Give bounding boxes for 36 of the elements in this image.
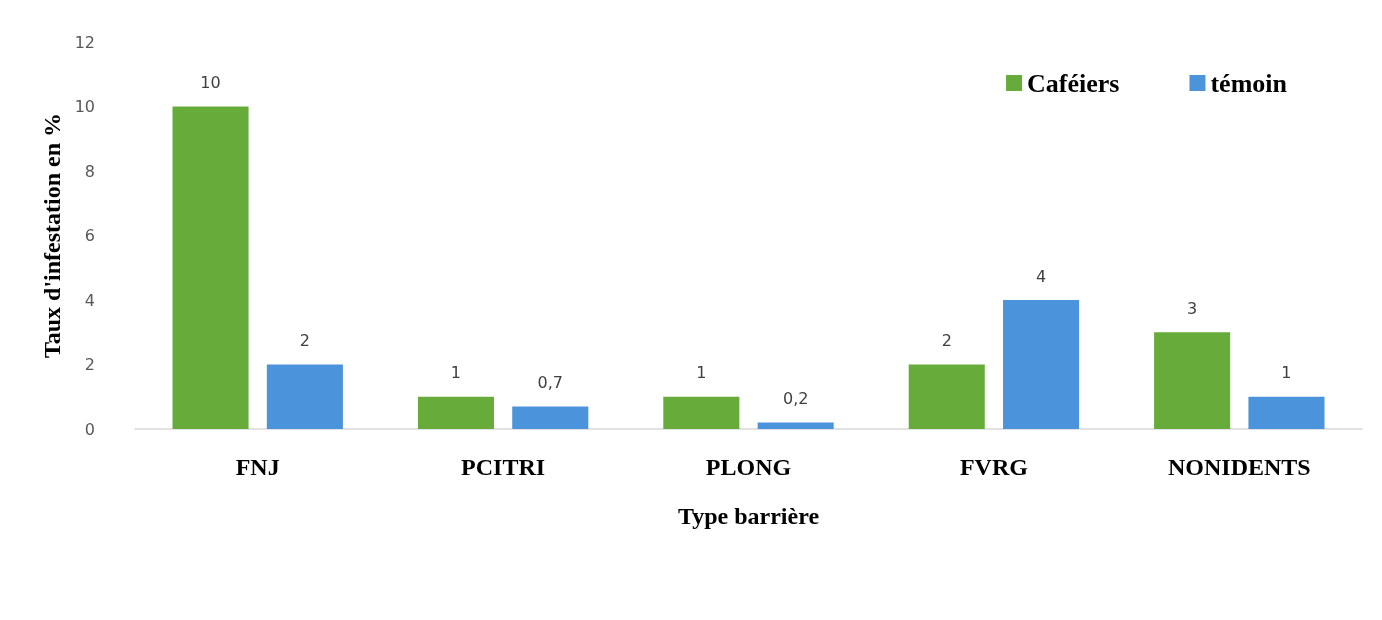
- y-tick-label: 10: [74, 97, 95, 116]
- data-label: 0,7: [537, 372, 563, 392]
- y-tick-label: 6: [84, 226, 95, 245]
- legend-label: témoin: [1210, 68, 1288, 98]
- data-label: 10: [200, 73, 221, 92]
- y-tick-label: 0: [84, 419, 95, 439]
- x-axis-title: Type barrière: [677, 503, 820, 529]
- x-tick-label: FVRG: [959, 454, 1029, 480]
- data-label: 2: [941, 331, 952, 350]
- x-tick-label: NONIDENTS: [1167, 454, 1311, 480]
- y-tick-label: 8: [84, 161, 95, 181]
- y-tick-label: 4: [84, 290, 95, 310]
- bar: [908, 364, 985, 429]
- bar: [512, 406, 589, 429]
- data-label: 0,2: [782, 389, 809, 409]
- data-label: 1: [450, 363, 462, 383]
- data-label: 1: [1281, 363, 1292, 383]
- legend-label: Caféiers: [1027, 68, 1120, 98]
- bar: [1248, 396, 1325, 429]
- bar: [1003, 300, 1080, 429]
- bar: [266, 364, 343, 429]
- bar: [172, 106, 249, 429]
- data-label: 1: [696, 363, 707, 383]
- bar: [1154, 332, 1231, 429]
- y-tick-label: 12: [74, 32, 95, 52]
- bar: [663, 396, 740, 429]
- y-axis-title: Taux d'infestation en %: [38, 112, 65, 359]
- bar: [417, 396, 494, 429]
- data-label: 4: [1035, 266, 1047, 286]
- data-label: 2: [299, 331, 310, 350]
- x-tick-label: PLONG: [705, 454, 792, 480]
- x-tick-label: PCITRI: [461, 454, 546, 480]
- data-label: 3: [1187, 298, 1198, 318]
- y-tick-label: 2: [84, 355, 95, 374]
- x-tick-label: FNJ: [235, 454, 280, 480]
- bar: [757, 422, 834, 429]
